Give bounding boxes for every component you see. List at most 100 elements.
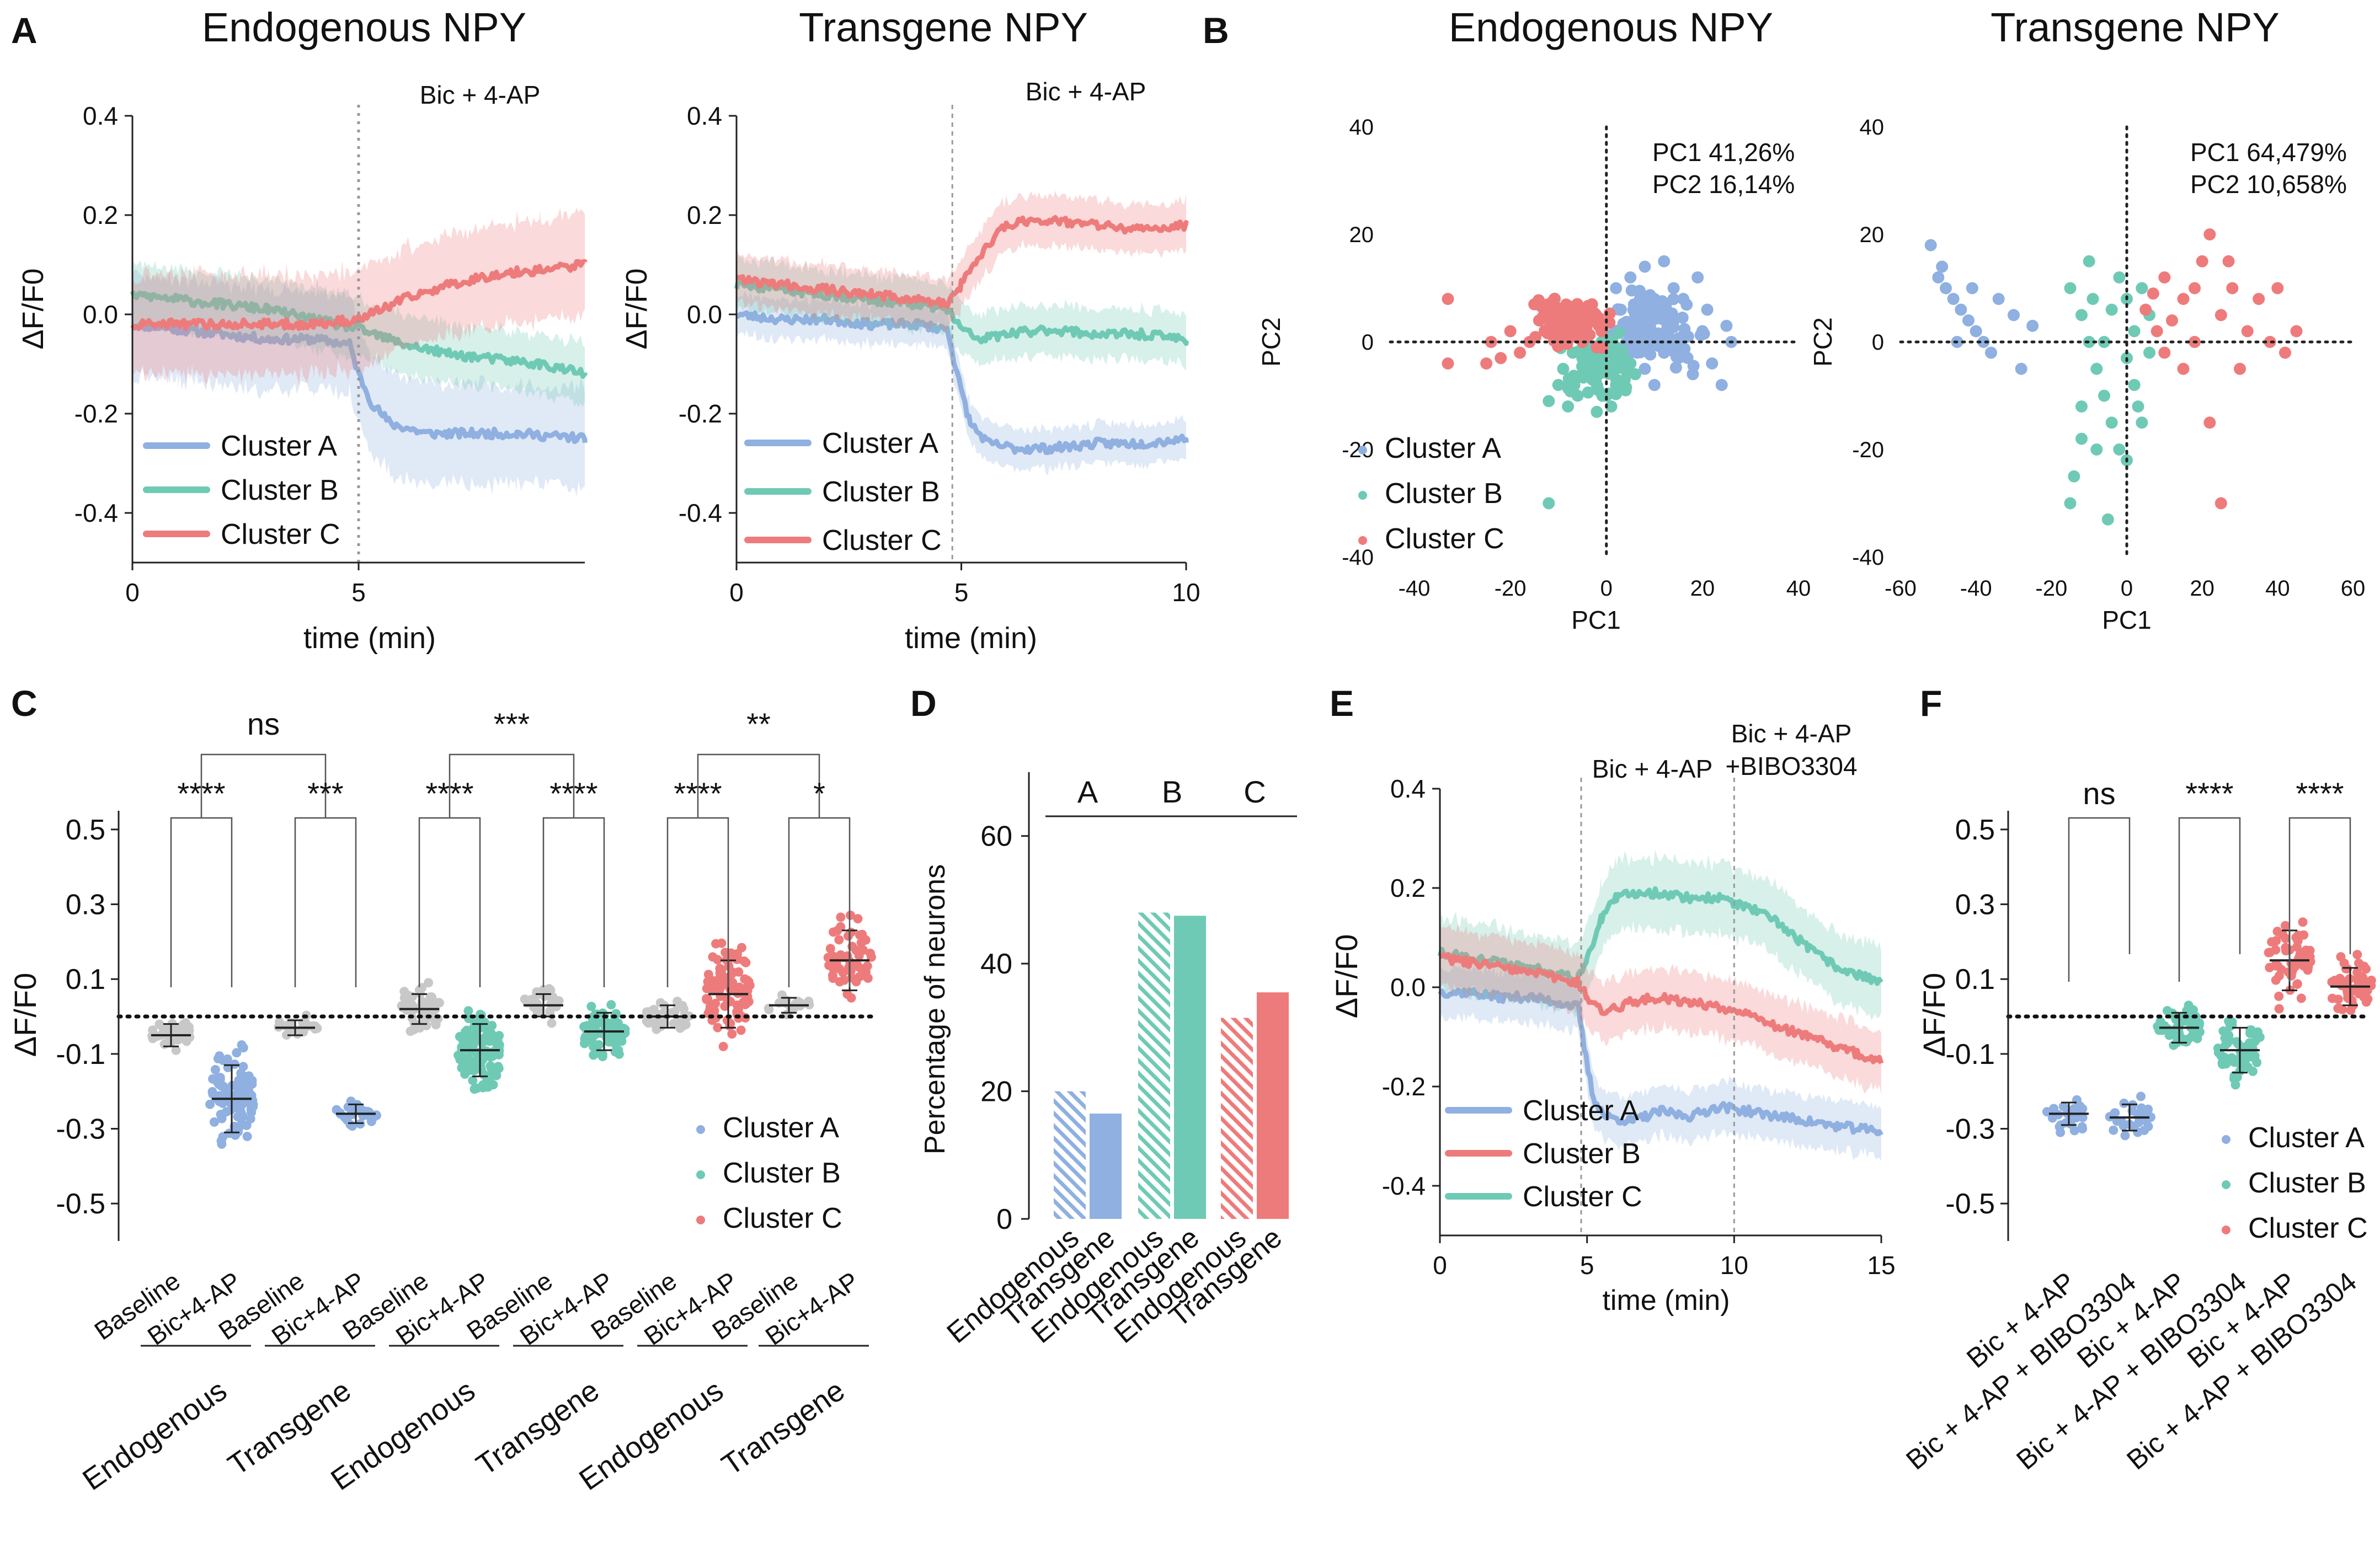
data-point-cluster-a bbox=[1677, 344, 1690, 357]
data-point-cluster-b bbox=[2086, 293, 2099, 305]
significance-bracket bbox=[542, 817, 605, 987]
legend-label: Cluster C bbox=[822, 525, 942, 557]
data-point-cluster-a bbox=[1947, 293, 1960, 305]
y-tick-label: -0.4 bbox=[74, 499, 118, 527]
data-point-cluster-b bbox=[1612, 379, 1625, 392]
data-point bbox=[720, 1002, 730, 1012]
y-axis-label: PC2 bbox=[1257, 317, 1285, 366]
y-tick-label: 0.2 bbox=[1390, 874, 1426, 902]
x-tick-label: 5 bbox=[954, 578, 969, 607]
data-point bbox=[741, 957, 751, 967]
series-line-cluster-c bbox=[130, 259, 588, 331]
data-point bbox=[238, 1111, 248, 1121]
data-point-cluster-a bbox=[1634, 308, 1646, 321]
data-point bbox=[710, 982, 720, 992]
data-point bbox=[2305, 952, 2315, 962]
data-point-cluster-a bbox=[1667, 293, 1680, 306]
data-point bbox=[725, 950, 735, 960]
data-point-cluster-a bbox=[1669, 361, 1682, 374]
data-point-cluster-b bbox=[2105, 416, 2118, 429]
data-point bbox=[471, 1029, 481, 1039]
x-axis-label: time (min) bbox=[905, 622, 1037, 655]
data-point bbox=[214, 1096, 224, 1106]
data-point bbox=[733, 987, 743, 997]
data-point bbox=[479, 1034, 489, 1044]
data-point-cluster-a bbox=[1639, 260, 1651, 273]
y-axis-label: ΔF/F0 bbox=[17, 268, 50, 349]
data-point-cluster-b bbox=[2098, 389, 2110, 402]
data-point bbox=[468, 1076, 478, 1085]
data-point bbox=[2361, 997, 2371, 1007]
y-tick-label: 0 bbox=[1362, 330, 1374, 355]
significance-bracket bbox=[170, 817, 233, 987]
data-point bbox=[182, 1036, 191, 1046]
data-point bbox=[853, 914, 863, 924]
y-tick-label: 40 bbox=[980, 948, 1012, 980]
data-point-cluster-b bbox=[2132, 400, 2144, 413]
legend-marker bbox=[696, 1170, 705, 1179]
data-point-cluster-c bbox=[2177, 362, 2190, 375]
data-point bbox=[2248, 1066, 2258, 1076]
bar bbox=[1174, 916, 1206, 1219]
series-band-cluster-a bbox=[1440, 962, 1881, 1161]
data-point-cluster-a bbox=[1629, 320, 1641, 333]
data-point bbox=[834, 935, 844, 945]
data-point bbox=[472, 1083, 482, 1093]
y-tick-label: -0.1 bbox=[56, 1039, 105, 1071]
x-axis-label: time (min) bbox=[1602, 1285, 1730, 1317]
legend-marker bbox=[1358, 536, 1367, 545]
panel-b-transgene: Transgene NPY PC1 64,479% PC2 10,658% -6… bbox=[1808, 4, 2365, 634]
y-tick-label: 0.2 bbox=[83, 201, 118, 229]
chart-title: Transgene NPY bbox=[1991, 4, 2280, 50]
x-tick-label: 10 bbox=[1720, 1251, 1748, 1280]
bar bbox=[1257, 992, 1289, 1219]
y-axis-label: ΔF/F0 bbox=[620, 268, 653, 349]
data-point bbox=[2274, 1004, 2284, 1014]
data-point bbox=[2265, 948, 2275, 957]
y-tick-label: 40 bbox=[1349, 115, 1374, 140]
data-point-cluster-c bbox=[1566, 309, 1579, 322]
data-point-cluster-c bbox=[2234, 362, 2246, 375]
y-tick-label: -0.4 bbox=[679, 499, 722, 527]
data-point bbox=[2278, 930, 2288, 940]
data-point-cluster-c bbox=[2203, 228, 2216, 240]
y-tick-label: 0.0 bbox=[687, 300, 722, 329]
data-point-cluster-b bbox=[1615, 344, 1628, 357]
data-point-cluster-a bbox=[1634, 346, 1647, 359]
y-tick-label: -40 bbox=[1852, 545, 1884, 570]
y-tick-label: 0.3 bbox=[66, 889, 105, 921]
x-tick-label: 0 bbox=[1600, 576, 1613, 601]
y-tick-label: -0.5 bbox=[56, 1188, 105, 1220]
significance-label: **** bbox=[177, 776, 225, 811]
y-tick-label: -0.3 bbox=[56, 1114, 105, 1146]
data-point bbox=[492, 1066, 501, 1076]
variance-pc2: PC2 16,14% bbox=[1652, 170, 1795, 199]
data-point-cluster-a bbox=[1610, 282, 1623, 295]
group-significance-label: ** bbox=[746, 707, 771, 741]
data-point-cluster-a bbox=[1992, 293, 2005, 305]
series-line-cluster-a bbox=[735, 310, 1189, 455]
significance-label: **** bbox=[425, 776, 473, 811]
data-point bbox=[2242, 1052, 2252, 1062]
data-point bbox=[2120, 1131, 2130, 1141]
data-point bbox=[417, 983, 427, 993]
series-band-cluster-b bbox=[737, 255, 1186, 371]
data-point-cluster-b bbox=[2128, 379, 2141, 391]
y-axis-label: PC2 bbox=[1808, 317, 1837, 366]
data-point-cluster-a bbox=[1650, 312, 1663, 325]
data-point bbox=[2069, 1104, 2079, 1114]
data-point-cluster-b bbox=[2083, 255, 2095, 267]
data-point bbox=[2250, 1053, 2260, 1063]
data-point-cluster-a bbox=[1932, 271, 1945, 283]
data-point bbox=[713, 1023, 723, 1032]
data-point bbox=[656, 1021, 666, 1031]
data-point-cluster-b bbox=[2113, 443, 2126, 456]
data-point bbox=[2217, 1052, 2227, 1062]
data-point bbox=[171, 1045, 181, 1055]
series-band-cluster-c bbox=[1440, 922, 1881, 1094]
y-tick-label: 0.4 bbox=[687, 101, 722, 130]
panel-f: 0.50.30.1-0.1-0.3-0.5ns **** ****Bic + 4-A… bbox=[1900, 776, 2376, 1475]
data-point bbox=[209, 1117, 219, 1127]
data-point bbox=[673, 999, 682, 1009]
